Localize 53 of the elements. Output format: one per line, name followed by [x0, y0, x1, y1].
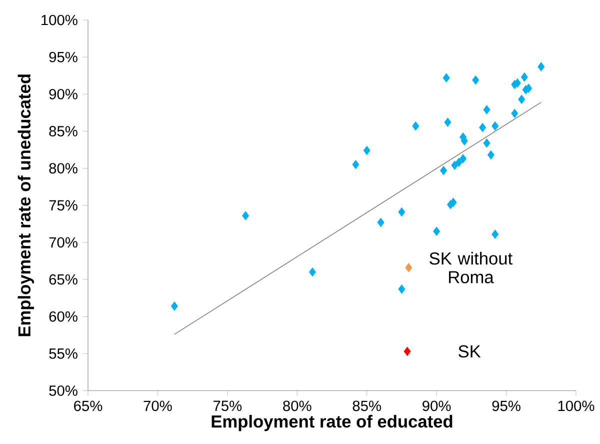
y-axis-title: Employment rate of uneducated	[18, 74, 34, 336]
y-tick-label: 65%	[49, 274, 78, 285]
point	[451, 160, 458, 170]
point	[518, 94, 526, 104]
y-tick-label: 50%	[49, 385, 78, 396]
point	[492, 230, 499, 239]
point	[363, 146, 370, 156]
y-tick-label: 60%	[49, 311, 78, 322]
point	[442, 73, 450, 82]
y-tick-label: 85%	[49, 126, 78, 136]
point	[377, 218, 384, 227]
text: SK	[458, 345, 481, 358]
point	[398, 207, 406, 217]
x-axis-title: Employment rate of educated	[212, 414, 452, 432]
point	[444, 118, 452, 127]
point	[479, 122, 486, 132]
x-tick-label: 100%	[558, 400, 594, 412]
point	[242, 211, 250, 220]
y-tick-label: 100%	[42, 14, 78, 26]
series-label: SK without Roma	[430, 252, 512, 284]
point	[404, 346, 411, 356]
y-tick-label: 80%	[49, 163, 78, 174]
x-tick-label: 95%	[492, 400, 520, 412]
point	[309, 268, 316, 277]
point	[511, 108, 518, 118]
point	[520, 72, 528, 82]
point	[483, 138, 490, 148]
point	[412, 121, 420, 131]
y-tick-label: 90%	[49, 88, 78, 100]
y-tick-label: 75%	[49, 200, 78, 210]
point	[538, 62, 545, 72]
point	[514, 78, 521, 88]
x-tick-label: 80%	[283, 400, 312, 412]
point	[487, 150, 494, 160]
point	[398, 284, 406, 294]
point	[472, 76, 480, 85]
x-tick-label: 85%	[352, 400, 381, 412]
point	[170, 302, 178, 311]
x-tick-label: 75%	[214, 400, 242, 412]
point	[352, 160, 360, 170]
y-tick-label: 95%	[49, 52, 78, 62]
point	[433, 226, 440, 236]
x-tick-label: 70%	[144, 400, 172, 412]
point	[455, 158, 462, 167]
point	[440, 166, 448, 176]
x-tick-label: 90%	[422, 400, 451, 412]
y-tick-label: 70%	[49, 237, 78, 248]
point	[492, 121, 499, 131]
y-tick-label: 55%	[49, 348, 78, 359]
point	[483, 105, 490, 114]
point	[405, 263, 412, 272]
point	[460, 154, 467, 164]
x-tick-label: 65%	[74, 400, 102, 412]
